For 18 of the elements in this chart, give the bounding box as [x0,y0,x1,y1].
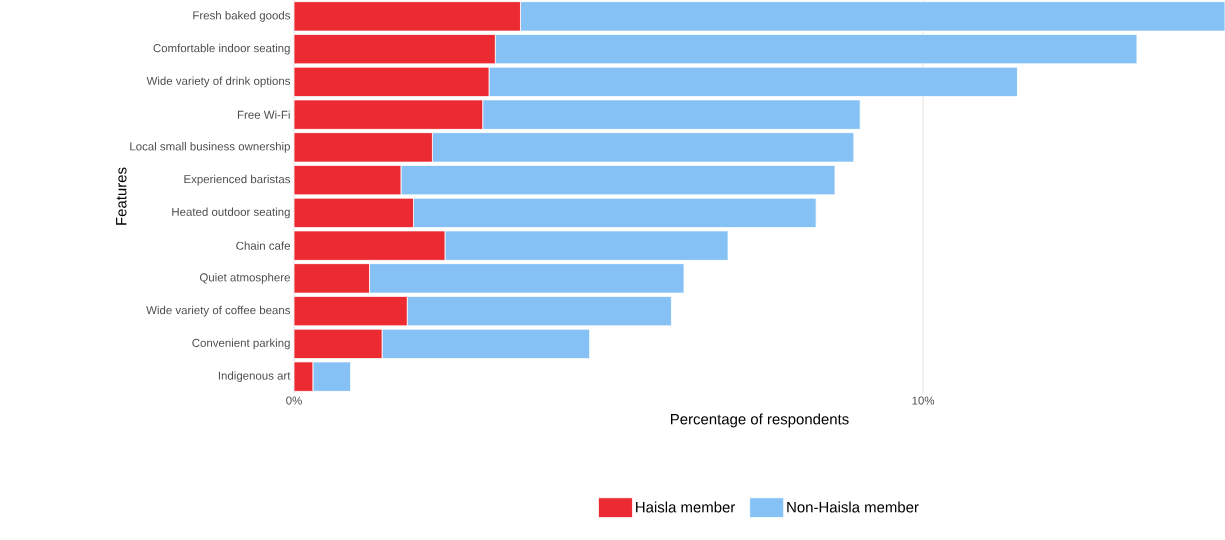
y-tick-label: Comfortable indoor seating [153,43,290,55]
y-tick-label: Wide variety of coffee beans [146,305,291,317]
y-tick-label: Local small business ownership [130,142,290,153]
y-tick-label: Quiet atmosphere [199,273,290,284]
x-axis-title: Percentage of respondents [670,413,849,428]
y-tick-label: Free Wi-Fi [237,110,290,119]
y-tick-label: Fresh baked goods [193,11,291,22]
y-tick-label: Indigenous art [218,371,291,382]
y-tick-label: Chain cafe [236,241,290,250]
legend-label: Haisla member [636,501,736,513]
y-tick-label: Heated outdoor seating [172,207,290,219]
y-tick-label: Wide variety of drink options [146,76,291,88]
x-tick-label: 0% [286,396,302,405]
legend-label: Non-Haisla member [787,501,919,513]
y-tick-label: Convenient parking [192,338,290,350]
y-tick-label: Experienced baristas [184,174,291,186]
x-tick-label: 10% [912,396,935,405]
y-axis-title: Features [116,167,127,225]
